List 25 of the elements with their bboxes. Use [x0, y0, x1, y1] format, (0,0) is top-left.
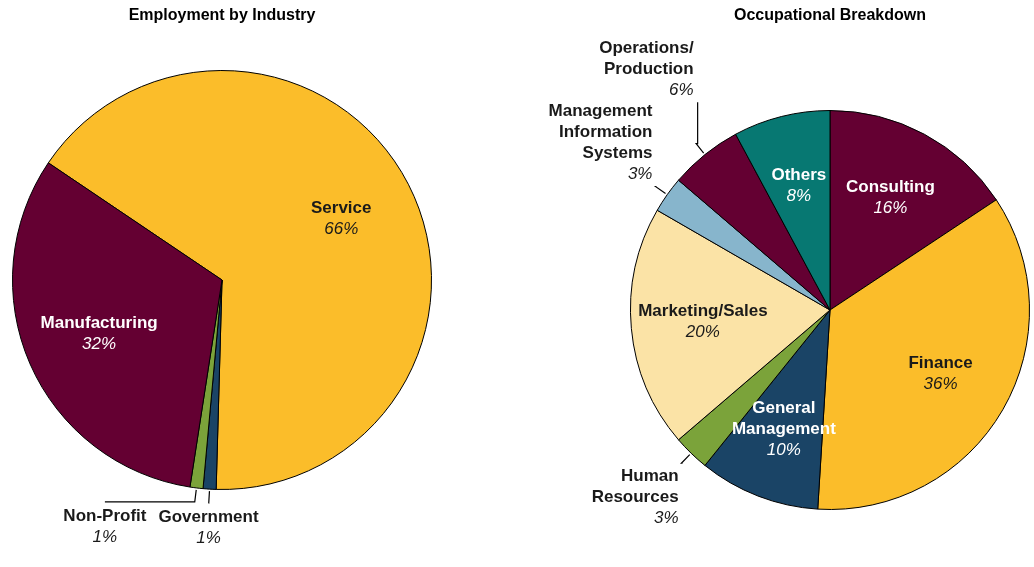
data-label: 36%	[923, 374, 958, 394]
data-label: 3%	[654, 508, 679, 528]
slice-label: Others	[771, 165, 827, 185]
chart-title: Occupational Breakdown	[733, 6, 927, 24]
data-label: 20%	[684, 322, 720, 342]
slice-label: Management Information Systems	[548, 100, 653, 162]
data-label: 6%	[669, 79, 694, 99]
data-label: 10%	[766, 439, 801, 459]
data-label: 1%	[196, 528, 221, 548]
slice-label: Marketing/Sales	[638, 300, 768, 320]
slice-label: Service	[311, 197, 372, 217]
slice-label: Non-Profit	[63, 505, 147, 525]
slice-label: Finance	[908, 353, 973, 373]
data-label: 3%	[627, 163, 653, 183]
data-label: 8%	[786, 186, 812, 206]
data-label: 16%	[873, 197, 908, 217]
slice-label: Consulting	[846, 176, 935, 196]
data-label: 32%	[82, 333, 117, 353]
data-label: 1%	[92, 527, 118, 547]
slice-label: Human Resources	[591, 466, 679, 507]
data-label: 66%	[324, 218, 359, 238]
slice-label: Government	[158, 507, 259, 527]
slice-label: Manufacturing	[40, 312, 158, 332]
chart-title: Employment by Industry	[128, 6, 316, 24]
slice-label: Operations/Production	[599, 37, 694, 78]
